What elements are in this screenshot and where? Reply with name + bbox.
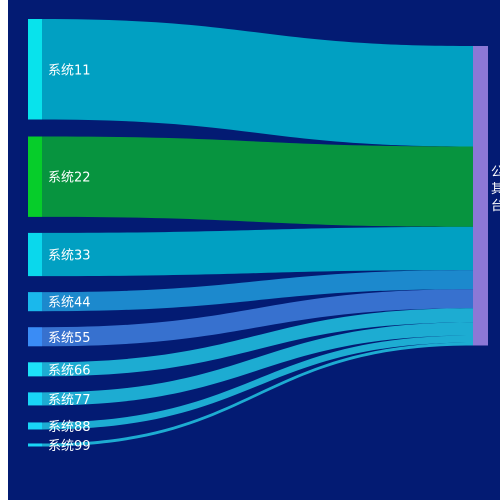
node-系统55[interactable] — [28, 327, 42, 347]
link-系统88 — [42, 335, 473, 430]
node-系统11[interactable] — [28, 19, 42, 120]
link-系统11 — [42, 19, 473, 147]
node-label: 系统11 — [48, 63, 91, 78]
target-label-char: 公 — [491, 165, 500, 180]
node-label: 系统22 — [48, 171, 91, 186]
link-系统77 — [42, 322, 473, 406]
node-label: 系统77 — [48, 393, 91, 408]
node-label: 系统44 — [48, 296, 91, 311]
link-系统22 — [42, 136, 473, 227]
node-系统77[interactable] — [28, 392, 42, 406]
target-label-char: 台 — [491, 199, 500, 214]
node-系统44[interactable] — [28, 292, 42, 312]
node-label: 系统66 — [48, 363, 91, 378]
link-系统66 — [42, 308, 473, 377]
node-系统66[interactable] — [28, 362, 42, 377]
node-label: 系统99 — [48, 439, 91, 454]
link-系统44 — [42, 270, 473, 312]
node-系统33[interactable] — [28, 232, 42, 277]
link-系统55 — [42, 289, 473, 347]
node-target[interactable] — [473, 46, 488, 346]
node-系统22[interactable] — [28, 136, 42, 217]
node-系统88[interactable] — [28, 422, 42, 430]
node-系统99[interactable] — [28, 443, 42, 447]
node-label: 系统88 — [48, 420, 91, 435]
node-label: 系统33 — [48, 249, 91, 264]
node-label: 系统55 — [48, 331, 91, 346]
target-label-char: 其 — [491, 182, 500, 197]
link-系统99 — [42, 342, 473, 447]
link-系统33 — [42, 226, 473, 277]
